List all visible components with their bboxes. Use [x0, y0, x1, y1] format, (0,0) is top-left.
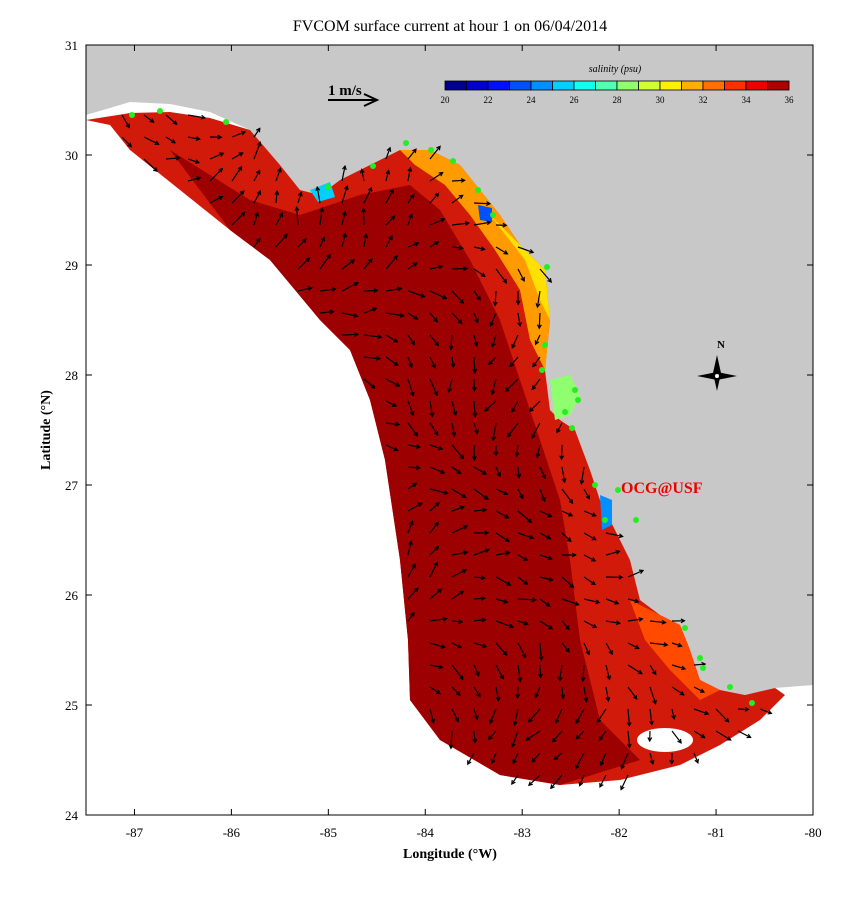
colorbar-bin [639, 81, 661, 90]
station-marker [572, 387, 578, 393]
station-marker [475, 187, 481, 193]
colorbar-bin [488, 81, 510, 90]
current-arrow [539, 313, 540, 328]
colorbar-tick-label: 36 [785, 95, 795, 105]
y-tick-label: 28 [65, 368, 78, 383]
station-marker [727, 684, 733, 690]
chart-title: FVCOM surface current at hour 1 on 06/04… [293, 18, 607, 35]
colorbar-tick-label: 22 [484, 95, 493, 105]
station-marker [428, 147, 434, 153]
station-marker [450, 158, 456, 164]
station-marker [157, 108, 163, 114]
north-label: N [717, 339, 725, 351]
colorbar-bin [617, 81, 639, 90]
station-marker [749, 700, 755, 706]
colorbar-bin [703, 81, 725, 90]
x-tick-label: -85 [320, 825, 337, 840]
colorbar-bin [467, 81, 489, 90]
florida-keys-island [637, 728, 693, 752]
y-axis-label: Latitude (°N) [39, 390, 54, 470]
station-marker [539, 367, 545, 373]
colorbar-label: salinity (psu) [589, 64, 642, 75]
station-marker [575, 397, 581, 403]
colorbar-tick-label: 34 [742, 95, 752, 105]
x-tick-label: -84 [417, 825, 435, 840]
colorbar-bin [553, 81, 575, 90]
colorbar-tick-label: 20 [441, 95, 451, 105]
station-marker [490, 212, 496, 218]
station-marker [129, 112, 135, 118]
station-marker [592, 482, 598, 488]
y-tick-label: 29 [65, 258, 78, 273]
colorbar-bin [660, 81, 682, 90]
colorbar-bin [531, 81, 553, 90]
colorbar-tick-label: 24 [527, 95, 537, 105]
estuary-suwannee [478, 205, 492, 222]
station-marker [633, 517, 639, 523]
y-tick-label: 26 [65, 588, 79, 603]
x-tick-label: -81 [707, 825, 724, 840]
current-arrow [342, 334, 358, 335]
y-tick-label: 24 [65, 808, 79, 823]
colorbar-bin [596, 81, 618, 90]
station-marker [602, 517, 608, 523]
scale-arrow-label: 1 m/s [328, 83, 362, 99]
colorbar-bin [725, 81, 747, 90]
colorbar-bin [574, 81, 596, 90]
watermark: OCG@USF [621, 480, 703, 497]
station-marker [403, 140, 409, 146]
colorbar-tick-label: 30 [656, 95, 666, 105]
station-marker [700, 665, 706, 671]
x-tick-label: -82 [610, 825, 627, 840]
station-marker [562, 409, 568, 415]
estuary-charlotte-harbor [600, 495, 612, 530]
colorbar-tick-label: 28 [613, 95, 623, 105]
x-tick-label: -80 [804, 825, 821, 840]
y-tick-label: 31 [65, 38, 78, 53]
y-tick-label: 30 [65, 148, 78, 163]
station-marker [682, 625, 688, 631]
colorbar-bin [746, 81, 768, 90]
colorbar-tick-label: 32 [699, 95, 708, 105]
station-marker [569, 425, 575, 431]
x-tick-label: -87 [126, 825, 144, 840]
current-arrow [474, 203, 490, 204]
plot-area [86, 45, 813, 815]
station-marker [697, 655, 703, 661]
station-marker [542, 342, 548, 348]
x-tick-label: -86 [223, 825, 241, 840]
station-marker [370, 163, 376, 169]
x-axis-label: Longitude (°W) [403, 847, 497, 862]
colorbar-bin [682, 81, 704, 90]
colorbar-tick-label: 26 [570, 95, 580, 105]
colorbar-bin [510, 81, 532, 90]
station-marker [325, 184, 331, 190]
current-arrow [363, 209, 364, 225]
station-marker [223, 119, 229, 125]
colorbar-bin [445, 81, 467, 90]
y-tick-label: 25 [65, 698, 78, 713]
colorbar-bin [768, 81, 790, 90]
x-tick-label: -83 [514, 825, 531, 840]
y-tick-label: 27 [65, 478, 79, 493]
station-marker [544, 264, 550, 270]
